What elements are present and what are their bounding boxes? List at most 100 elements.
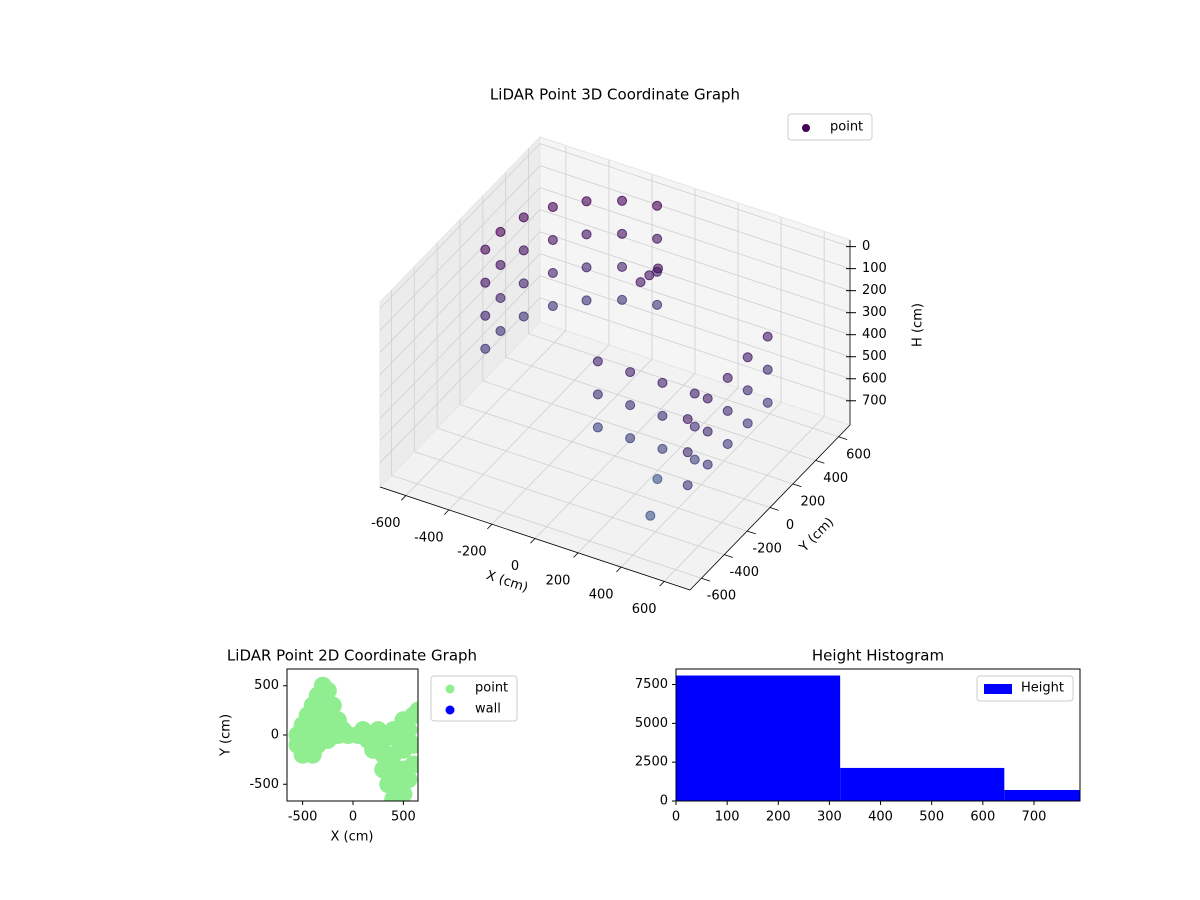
legend-label: point — [830, 120, 863, 135]
point — [404, 735, 418, 754]
point — [635, 277, 646, 288]
point — [762, 397, 773, 408]
z-tick-label: 700 — [862, 393, 887, 408]
grid-line — [539, 275, 851, 380]
tick-mark — [838, 436, 848, 441]
point — [689, 454, 700, 465]
grid-line — [539, 297, 851, 402]
legend-label: wall — [475, 702, 501, 717]
x-tick-label: -400 — [414, 530, 444, 545]
grid-line — [539, 231, 851, 336]
x-tick-label: 600 — [970, 810, 995, 825]
grid-line — [391, 474, 702, 579]
tick-mark — [616, 566, 622, 573]
chart-3d: -600 -400 -200 0 200 400 600 -600 -400 -200 0 200 40… — [371, 86, 925, 617]
point — [722, 372, 733, 383]
grid-line — [539, 187, 851, 292]
x-tick-label: -600 — [371, 516, 401, 531]
z-tick-label: 0 — [862, 239, 870, 254]
axes-frame — [675, 668, 1081, 802]
z-tick-label: 300 — [862, 305, 887, 320]
point — [657, 410, 668, 421]
grid-line — [482, 380, 793, 485]
point — [495, 226, 506, 237]
point — [722, 405, 733, 416]
tick-mark — [487, 523, 493, 530]
point — [581, 262, 592, 273]
grid-line — [379, 275, 541, 442]
legend-box — [430, 675, 518, 722]
z-tick-label: 400 — [862, 327, 887, 342]
point — [722, 438, 733, 449]
bar — [1004, 789, 1080, 801]
x-tick-label: 500 — [391, 810, 416, 825]
grid-line — [539, 165, 851, 270]
tick-mark — [400, 495, 407, 501]
y-axis-label: Y (cm) — [796, 515, 837, 556]
tick-mark — [444, 509, 450, 515]
legend-label: point — [475, 681, 508, 696]
grid-line — [379, 209, 541, 375]
chart-histogram: 0 100 200 300 400 500 600 700 0 2500 5000 7500 Heigh… — [635, 647, 1081, 825]
grid-line — [539, 209, 851, 314]
grid-line — [539, 253, 851, 358]
point — [644, 270, 655, 281]
tick-mark — [530, 538, 536, 544]
point — [581, 196, 592, 207]
x-tick-label: 100 — [715, 810, 740, 825]
point — [653, 263, 664, 274]
chart-2d: point wall -500 0 500 -500 0 500 LiDAR Point 2D … — [219, 647, 518, 845]
point — [625, 367, 636, 378]
point — [625, 433, 636, 444]
tick-mark — [573, 552, 579, 558]
grid-line — [379, 297, 541, 464]
legend-marker — [984, 684, 1012, 694]
y-tick-label: 0 — [786, 518, 794, 533]
x-tick-label: 0 — [349, 810, 357, 825]
bar — [840, 767, 1005, 801]
point — [547, 268, 558, 279]
tick-mark — [769, 507, 779, 511]
point — [652, 299, 663, 310]
point — [652, 200, 663, 211]
y-tick-label: 600 — [846, 447, 871, 462]
point — [689, 421, 700, 432]
point — [581, 229, 592, 240]
grid-line — [505, 356, 816, 461]
point — [762, 364, 773, 375]
grid-line — [414, 451, 725, 556]
y-tick-label: -600 — [707, 589, 737, 604]
x-tick-label: 400 — [589, 588, 614, 603]
point — [409, 701, 418, 720]
point — [399, 721, 418, 740]
point — [592, 356, 603, 367]
point — [657, 443, 668, 454]
point — [480, 277, 491, 288]
point — [480, 244, 491, 255]
legend-box — [976, 675, 1074, 702]
point — [682, 480, 693, 491]
point — [518, 278, 529, 289]
point — [404, 755, 418, 774]
point — [742, 418, 753, 429]
chart-title: Height Histogram — [812, 647, 944, 665]
grid-line — [379, 143, 541, 309]
legend-marker — [802, 124, 810, 132]
y-tick-label: -500 — [249, 777, 279, 792]
y-tick-label: 0 — [271, 728, 279, 743]
point — [394, 785, 413, 801]
legend-label: Height — [1021, 681, 1064, 696]
y-tick-label: -400 — [730, 565, 760, 580]
point — [518, 245, 529, 256]
tick-mark — [815, 459, 825, 464]
point — [762, 331, 773, 342]
x-tick-label: 200 — [546, 573, 571, 588]
legend-marker — [445, 705, 455, 715]
y-tick-label: 200 — [800, 494, 825, 509]
x-axis-label: X (cm) — [484, 568, 530, 596]
point — [645, 510, 656, 521]
y-tick-label: 2500 — [635, 755, 668, 770]
x-tick-label: 400 — [868, 810, 893, 825]
x-tick-label: 200 — [766, 810, 791, 825]
chart-title: LiDAR Point 2D Coordinate Graph — [227, 647, 477, 665]
